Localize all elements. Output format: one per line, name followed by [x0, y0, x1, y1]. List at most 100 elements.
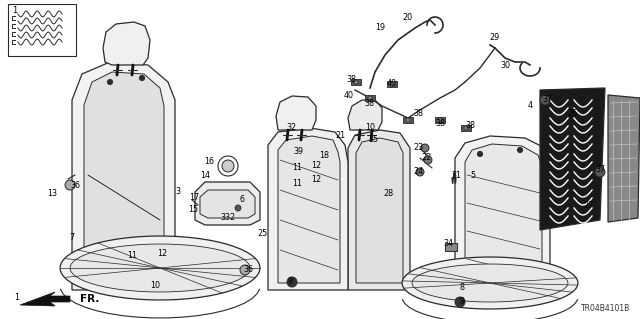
Text: 28: 28 — [383, 189, 393, 197]
Text: 32: 32 — [286, 123, 296, 132]
Text: 23: 23 — [413, 144, 423, 152]
Circle shape — [368, 96, 372, 100]
Polygon shape — [455, 136, 550, 290]
Polygon shape — [195, 182, 260, 225]
Circle shape — [477, 152, 483, 157]
Circle shape — [108, 79, 113, 85]
Polygon shape — [60, 236, 260, 300]
Polygon shape — [356, 138, 403, 283]
Text: 37: 37 — [542, 95, 552, 105]
Text: 10: 10 — [150, 280, 160, 290]
Circle shape — [235, 205, 241, 211]
Text: 37: 37 — [595, 166, 605, 174]
Polygon shape — [268, 128, 348, 290]
Text: 36: 36 — [243, 265, 253, 275]
Circle shape — [540, 95, 550, 105]
Circle shape — [424, 156, 432, 164]
Circle shape — [406, 118, 410, 122]
Text: 35: 35 — [368, 136, 378, 145]
Circle shape — [354, 80, 358, 84]
Bar — [435, 117, 445, 123]
Circle shape — [218, 156, 238, 176]
Text: 36: 36 — [70, 181, 80, 189]
Text: 27: 27 — [583, 201, 593, 210]
Bar — [351, 79, 361, 85]
Text: 38: 38 — [413, 108, 423, 117]
Text: 12: 12 — [311, 160, 321, 169]
Text: 12: 12 — [311, 175, 321, 184]
Polygon shape — [540, 88, 605, 230]
Text: 40: 40 — [387, 78, 397, 87]
Text: 14: 14 — [200, 170, 210, 180]
Text: 1: 1 — [12, 6, 17, 15]
Circle shape — [140, 76, 145, 80]
Text: 1: 1 — [15, 293, 19, 302]
Text: 11: 11 — [292, 179, 302, 188]
Polygon shape — [348, 100, 382, 130]
Text: 38: 38 — [435, 118, 445, 128]
Polygon shape — [70, 244, 250, 292]
Text: 19: 19 — [375, 24, 385, 33]
Text: 21: 21 — [335, 130, 345, 139]
Polygon shape — [608, 95, 640, 222]
Text: 31: 31 — [451, 170, 461, 180]
Text: 2: 2 — [229, 213, 235, 222]
Text: 15: 15 — [188, 204, 198, 213]
Text: 12: 12 — [157, 249, 167, 257]
Text: 30: 30 — [500, 61, 510, 70]
Circle shape — [416, 168, 424, 176]
Polygon shape — [276, 96, 316, 130]
Text: 13: 13 — [47, 189, 57, 197]
Bar — [365, 95, 375, 101]
Bar — [387, 81, 397, 87]
Circle shape — [455, 297, 465, 307]
Circle shape — [421, 144, 429, 152]
Circle shape — [595, 167, 605, 177]
Text: 3: 3 — [175, 188, 180, 197]
Polygon shape — [72, 62, 175, 290]
Polygon shape — [348, 130, 410, 290]
Text: 8: 8 — [460, 284, 465, 293]
Circle shape — [464, 126, 468, 130]
Text: 16: 16 — [204, 158, 214, 167]
Text: FR.: FR. — [80, 294, 99, 304]
Circle shape — [222, 160, 234, 172]
Text: 20: 20 — [402, 13, 412, 23]
Text: 4: 4 — [527, 100, 532, 109]
Text: 24: 24 — [413, 167, 423, 176]
Text: 18: 18 — [319, 152, 329, 160]
Polygon shape — [103, 22, 150, 65]
Polygon shape — [465, 144, 542, 283]
Polygon shape — [200, 190, 255, 218]
Text: 9: 9 — [287, 278, 292, 286]
Circle shape — [65, 180, 75, 190]
Text: 7: 7 — [69, 234, 75, 242]
Text: TR04B4101B: TR04B4101B — [580, 304, 630, 313]
Circle shape — [287, 277, 297, 287]
Bar — [445, 243, 457, 251]
Text: 39: 39 — [293, 147, 303, 157]
Text: 26: 26 — [567, 108, 577, 117]
Bar — [8, 4, 76, 56]
Text: 22: 22 — [421, 152, 431, 161]
Text: 34: 34 — [443, 239, 453, 248]
Circle shape — [438, 118, 442, 122]
Circle shape — [518, 147, 522, 152]
Polygon shape — [278, 136, 340, 283]
Text: 10: 10 — [365, 122, 375, 131]
Polygon shape — [20, 292, 70, 306]
Text: 17: 17 — [189, 192, 199, 202]
Bar — [461, 125, 471, 131]
Circle shape — [240, 265, 250, 275]
Polygon shape — [412, 264, 568, 302]
Text: 29: 29 — [490, 33, 500, 42]
Text: 6: 6 — [239, 196, 244, 204]
Text: 33: 33 — [220, 213, 230, 222]
Bar — [403, 117, 413, 123]
Text: 11: 11 — [127, 251, 137, 261]
Polygon shape — [84, 72, 164, 282]
Polygon shape — [402, 257, 578, 309]
Text: 11: 11 — [292, 164, 302, 173]
Text: 25: 25 — [258, 228, 268, 238]
Text: 5: 5 — [470, 170, 476, 180]
